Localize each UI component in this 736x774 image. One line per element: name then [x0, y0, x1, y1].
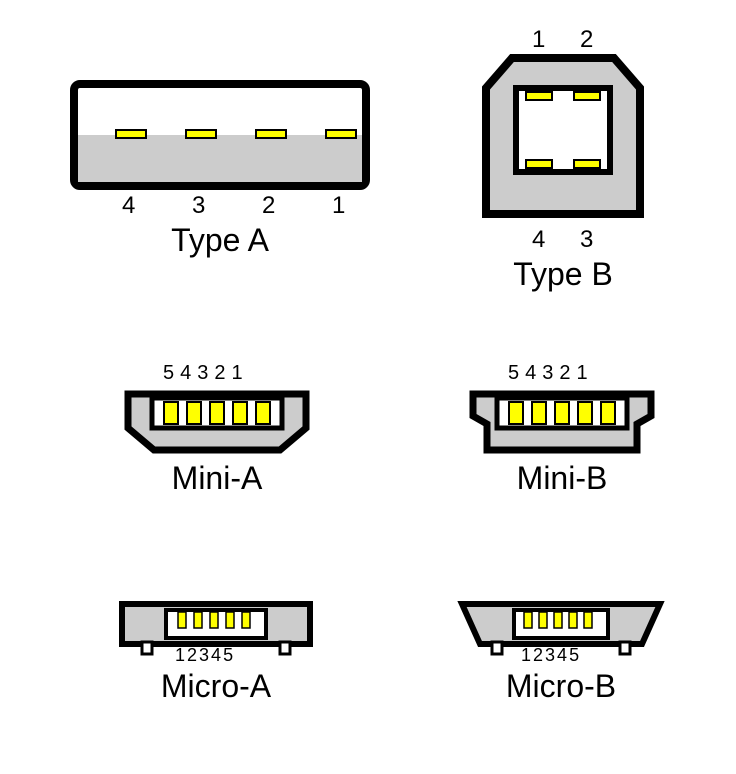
mini-b-label: Mini-B [462, 460, 662, 497]
mini-a-connector [122, 388, 312, 458]
micro-b-pins-label: 12345 [521, 645, 581, 666]
type-a-pin-1: 1 [332, 192, 345, 220]
micro-a-pins-label: 12345 [175, 645, 235, 666]
type-a-label: Type A [120, 222, 320, 259]
type-a-pin-2: 2 [262, 192, 275, 220]
mini-a-label: Mini-A [117, 460, 317, 497]
usb-connector-diagram: 4 3 2 1 Type A 1 2 4 3 Type B 54321 Mini… [0, 0, 736, 774]
type-b-pin-1: 1 [532, 26, 545, 54]
mini-b-pins-label: 54321 [508, 362, 594, 385]
mini-a-pins-label: 54321 [163, 362, 249, 385]
type-a-pin-3: 3 [192, 192, 205, 220]
type-b-pin-4: 4 [532, 226, 545, 254]
type-a-connector [70, 80, 370, 190]
micro-a-label: Micro-A [116, 668, 316, 705]
micro-b-label: Micro-B [461, 668, 661, 705]
type-a-pin-4: 4 [122, 192, 135, 220]
type-b-connector [478, 52, 648, 222]
mini-b-connector [467, 388, 657, 458]
type-b-label: Type B [463, 256, 663, 293]
type-b-pin-3: 3 [580, 226, 593, 254]
type-b-pin-2: 2 [580, 26, 593, 54]
